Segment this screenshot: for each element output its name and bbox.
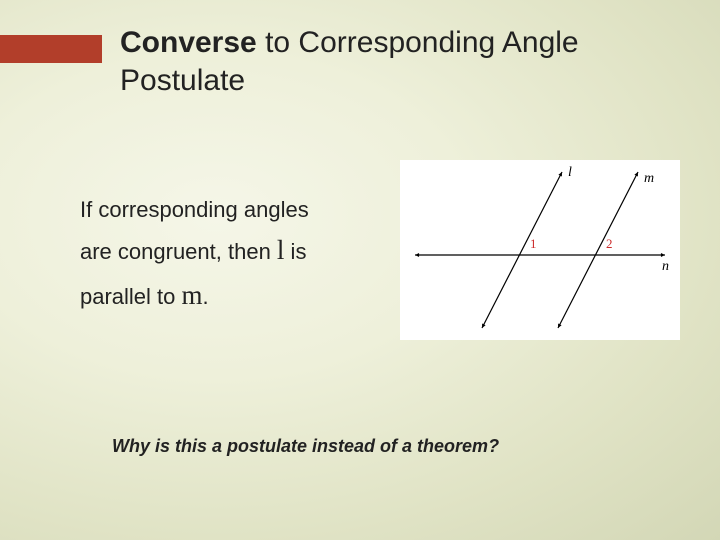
title-bold: Converse xyxy=(120,26,257,59)
slide: Converse to Corresponding Angle Postulat… xyxy=(0,0,720,540)
diagram-svg: l m n 1 2 xyxy=(400,160,680,340)
svg-text:m: m xyxy=(644,171,654,186)
body-line-3a: parallel to xyxy=(80,284,182,309)
variable-m: m xyxy=(182,280,203,310)
body-line-2a: are congruent, then xyxy=(80,239,277,264)
svg-text:2: 2 xyxy=(606,236,613,251)
body-line-2: are congruent, then l is xyxy=(80,228,390,273)
body-line-1: If corresponding angles xyxy=(80,192,390,228)
svg-text:l: l xyxy=(568,165,572,180)
body-line-3: parallel to m. xyxy=(80,273,390,318)
slide-title: Converse to Corresponding Angle Postulat… xyxy=(120,24,680,99)
accent-bar xyxy=(0,35,102,63)
svg-text:1: 1 xyxy=(530,236,537,251)
body-line-2b: is xyxy=(284,239,306,264)
body-line-3b: . xyxy=(203,284,209,309)
geometry-diagram: l m n 1 2 xyxy=(400,160,680,340)
question-text: Why is this a postulate instead of a the… xyxy=(112,436,499,457)
svg-text:n: n xyxy=(662,259,669,274)
body-text: If corresponding angles are congruent, t… xyxy=(80,192,390,317)
